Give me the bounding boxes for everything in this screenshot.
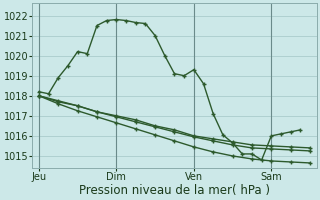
X-axis label: Pression niveau de la mer( hPa ): Pression niveau de la mer( hPa ) bbox=[79, 184, 270, 197]
